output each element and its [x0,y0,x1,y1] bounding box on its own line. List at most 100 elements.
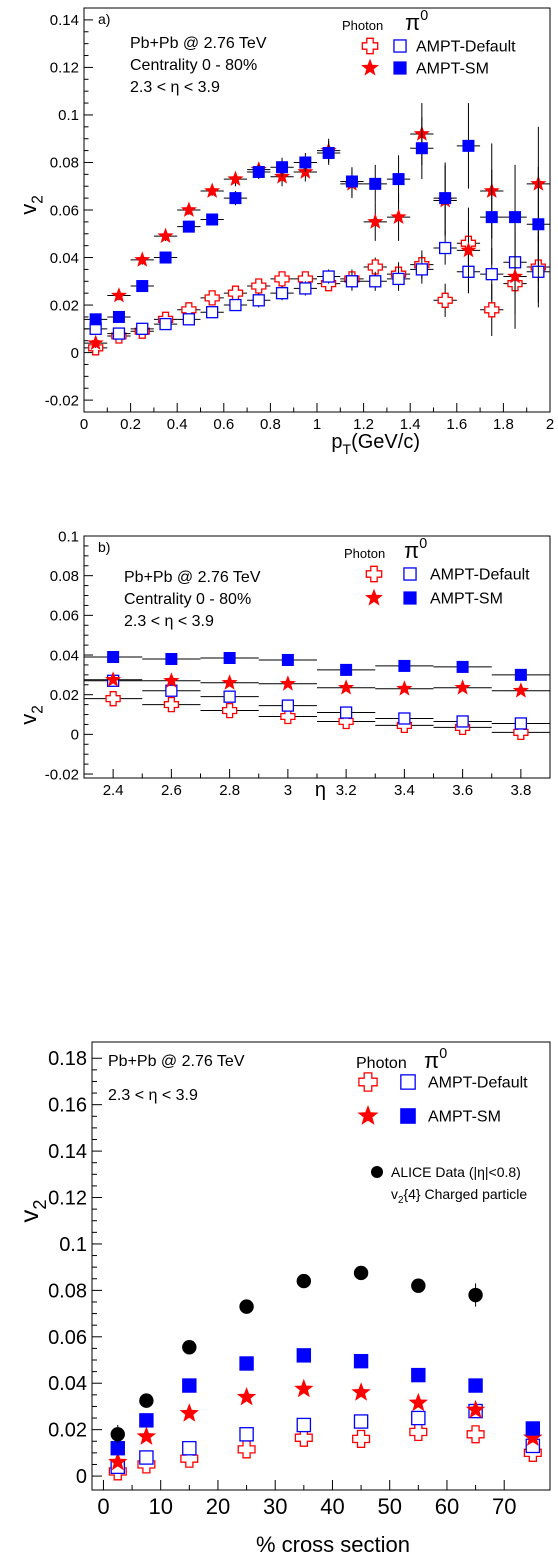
legend-label: AMPT-SM [416,61,489,78]
data-point [468,1287,483,1303]
x-tick-label: 40 [320,1494,344,1519]
chart-panel-b: 2.4 2.6 2.8 3 3.2 3.4 3.6 3.8 -0.02 0 0.02 0.04 0.06… [16,530,551,800]
legend-label: AMPT-Default [416,39,516,56]
y-tick-label: 0.02 [48,1420,87,1442]
data-point [352,1429,371,1448]
y-tick-label: 0.1 [58,530,79,545]
data-point [182,1340,197,1355]
y-tick-label: 0.1 [59,1234,87,1256]
data-point [227,170,244,186]
data-point [466,1425,485,1444]
data-point [112,327,126,340]
annotation-text: 2.3 < η < 3.9 [130,79,220,96]
chart-panel-c: 0 10 20 30 40 50 60 70 0 0.02 0.04 0.06 0.08 0.1 0.12 0… [14,1041,551,1556]
legend-marker [393,61,407,75]
data-point [182,313,196,326]
chart-panel-a: 0 0.2 0.4 0.6 0.8 1 1.2 1.4 1.6 1.8 2-0.0200.020.0… [16,7,554,457]
x-axis-label: pT(GeV/c) [331,431,420,457]
data-point [525,1421,541,1436]
series-3 [84,103,550,326]
data-point [398,712,411,725]
x-tick-label: 3.2 [336,782,357,799]
data-point [484,302,500,318]
data-point [110,287,127,303]
y-tick-label: 0.08 [50,568,79,585]
data-point [456,715,469,728]
data-point [165,652,178,665]
data-point [396,680,413,696]
panel-label: b) [98,539,110,555]
legend-label: AMPT-SM [428,1109,501,1126]
data-point [294,1428,313,1447]
data-point [281,653,294,666]
legend-header-pi0: π0 [405,8,428,35]
data-point [229,192,242,205]
data-point [460,241,477,258]
data-point [408,1392,428,1412]
x-axis-label: % cross section [256,1532,410,1556]
data-point [398,659,411,672]
data-point [179,1403,199,1422]
series-2 [84,103,550,350]
data-point [223,690,236,703]
data-point [468,1378,483,1393]
data-point [182,220,195,233]
data-point [367,213,384,229]
data-point [139,1450,154,1465]
data-point [206,213,219,226]
data-point [157,227,174,243]
series-2 [84,671,550,698]
annotation-text: Centrality 0 - 80% [124,591,251,608]
data-point [136,322,149,335]
x-tick-label: 2.8 [219,782,240,799]
data-point [105,671,122,687]
annotation-text: Centrality 0 - 80% [130,57,257,74]
data-point [296,1417,312,1433]
data-point [276,161,289,174]
data-point [139,1413,154,1428]
data-point [296,1273,312,1289]
series-3 [84,651,550,681]
data-point [134,251,151,267]
y-axis-label: v2 [16,705,47,725]
x-tick-label: 3.4 [394,782,415,799]
data-point [159,317,172,331]
data-point [339,706,353,719]
series-3 [110,1348,541,1456]
data-point [345,275,359,288]
legend-marker [365,565,383,583]
data-point [392,272,405,286]
data-point [274,271,290,287]
legend-marker [358,1072,378,1092]
data-point [239,1299,254,1314]
series-0 [108,1422,542,1481]
data-point [110,1427,125,1442]
data-point [353,1353,369,1369]
y-tick-label: 0.08 [48,1280,87,1302]
annotation-text: Pb+Pb @ 2.76 TeV [108,1053,245,1070]
data-point [89,313,102,326]
data-point [294,1378,314,1398]
data-point [462,139,475,152]
legend-marker [357,1105,379,1125]
x-tick-label: 1.2 [353,416,374,433]
legend-marker [393,39,407,53]
data-point [340,663,353,676]
x-tick-label: 3 [284,782,292,799]
series-0 [84,691,550,741]
x-tick-label: 50 [377,1494,401,1519]
data-point [252,165,265,178]
data-point [237,1440,256,1459]
data-point [239,1356,254,1371]
legend-marker-alice [371,1166,383,1178]
y-tick-label: 0.1 [58,107,79,124]
x-tick-label: 2 [546,416,554,433]
legend-header-pi0: π0 [424,1046,447,1073]
data-point [465,1399,486,1419]
y-tick-label: 0 [71,345,79,362]
data-point [110,1441,125,1456]
y-axis-label: v2 [14,1199,50,1222]
y-tick-label: 0.04 [48,1373,87,1395]
x-tick-label: 0.2 [120,416,141,433]
data-point [112,310,125,323]
